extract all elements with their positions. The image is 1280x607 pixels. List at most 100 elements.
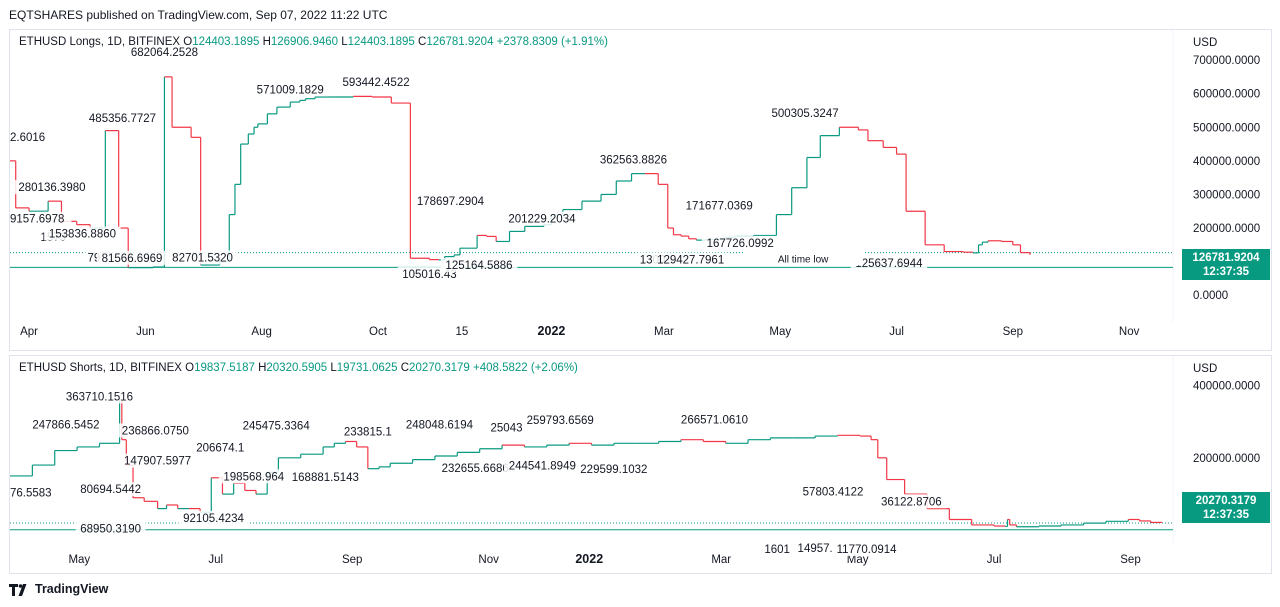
shorts-close: 20270.3179 <box>409 362 470 374</box>
shorts-data-label-bg <box>10 485 59 500</box>
shorts-current-price-tag: 20270.3179 12:37:35 <box>1182 492 1270 523</box>
longs-data-label-bg <box>503 211 581 226</box>
longs-data-label-bg <box>850 256 928 271</box>
longs-data-label: 593442.4522 <box>342 77 409 89</box>
longs-symbol: ETHUSD Longs, 1D, BITFINEX <box>19 36 181 48</box>
longs-data-label-bg <box>13 180 91 195</box>
longs-data-label: 129427.7961 <box>657 255 724 267</box>
shorts-data-label-bg <box>27 417 105 432</box>
longs-x-tick-label: Nov <box>1119 326 1140 338</box>
longs-data-label-bg <box>44 226 121 241</box>
longs-data-label-bg <box>412 194 489 209</box>
shorts-data-label-bg <box>191 440 249 455</box>
longs-high-label: H <box>262 36 271 48</box>
longs-data-label-bg <box>97 250 168 265</box>
longs-data-label: 178697.2904 <box>417 196 485 208</box>
shorts-data-label: 245475.3364 <box>243 420 311 432</box>
shorts-data-label-bg <box>676 412 753 427</box>
longs-x-tick-label: 15 <box>455 326 468 338</box>
shorts-data-label-bg <box>761 541 793 556</box>
shorts-data-label-bg <box>218 469 289 484</box>
longs-data-label-bg <box>337 74 415 89</box>
longs-data-label-bg <box>440 258 518 273</box>
longs-high: 126906.9460 <box>270 36 339 48</box>
shorts-data-label: 247866.5452 <box>32 419 99 431</box>
longs-y-tick-label: 700000.0000 <box>1193 55 1260 67</box>
longs-y-tick-label: 600000.0000 <box>1193 89 1260 101</box>
longs-data-label-bg <box>10 129 52 144</box>
shorts-data-label: 36122.8706 <box>881 496 942 508</box>
longs-chart-pane[interactable]: USD0.0000100000.0000200000.0000300000.00… <box>9 29 1272 351</box>
longs-x-tick-label: Oct <box>369 326 388 338</box>
shorts-currency-label: USD <box>1193 363 1217 375</box>
shorts-x-tick-label: Mar <box>711 554 731 566</box>
tradingview-logo-icon <box>9 583 27 596</box>
shorts-data-label-bg <box>876 494 947 509</box>
shorts-data-label: 244541.8949 <box>509 461 576 473</box>
longs-data-label: 571009.1829 <box>257 84 324 96</box>
shorts-data-label: 232655.6686 <box>442 463 509 475</box>
longs-currency-label: USD <box>1193 37 1217 49</box>
longs-x-tick-label: 2022 <box>538 324 566 338</box>
publisher-caption: EQTSHARES published on TradingView.com, … <box>9 8 388 22</box>
longs-data-label-bg <box>10 211 72 226</box>
longs-low-label: L <box>341 36 348 48</box>
shorts-x-tick-label: May <box>68 554 90 566</box>
shorts-data-label-bg <box>178 510 249 525</box>
shorts-data-label-bg <box>75 482 146 497</box>
shorts-low: 19731.0625 <box>336 362 398 374</box>
shorts-current-time: 12:37:35 <box>1202 509 1250 521</box>
longs-atl-label-bg <box>743 251 864 266</box>
longs-x-tick-label: Jun <box>136 326 155 338</box>
longs-data-label: 485356.7727 <box>89 113 156 125</box>
longs-legend: ETHUSD Longs, 1D, BITFINEX O124403.1895 … <box>19 36 608 48</box>
longs-data-label: 81566.6969 <box>102 253 163 265</box>
shorts-data-label-bg <box>237 418 315 433</box>
shorts-x-tick-label: 2022 <box>575 552 603 566</box>
shorts-data-label: 57803.4122 <box>803 486 864 498</box>
shorts-data-label-bg <box>798 484 869 499</box>
longs-data-label-bg <box>126 45 203 60</box>
shorts-data-label: 80694.5442 <box>80 484 141 496</box>
longs-data-label-bg <box>652 252 729 267</box>
longs-close-label: C <box>418 36 427 48</box>
shorts-low-label: L <box>330 362 337 374</box>
shorts-high-label: H <box>258 362 267 374</box>
shorts-data-label: 206674.1 <box>196 442 244 454</box>
longs-x-tick-label: May <box>769 326 791 338</box>
shorts-chart-svg[interactable]: USD 200000.0000 400000.0000 May Jul Sep Nov 202… <box>10 356 1271 573</box>
shorts-data-label: 14957. <box>798 543 833 555</box>
shorts-x-tick-label: Jul <box>208 554 223 566</box>
shorts-data-label: 147907.5977 <box>124 456 191 468</box>
shorts-data-label: 233815.1 <box>344 427 392 439</box>
longs-data-label: 153836.8860 <box>49 229 116 241</box>
shorts-close-label: C <box>400 362 410 374</box>
shorts-data-label-bg <box>503 458 581 473</box>
shorts-data-label: 1601 <box>764 544 790 556</box>
longs-data-label-bg <box>84 111 161 126</box>
longs-y-tick-label: 500000.0000 <box>1193 122 1260 134</box>
longs-data-label: 171677.0369 <box>686 201 753 213</box>
shorts-data-label: 168881.5143 <box>292 472 359 484</box>
longs-data-label: 125164.5886 <box>445 260 512 272</box>
longs-current-time: 12:37:35 <box>1202 266 1250 278</box>
longs-open-label: O <box>183 36 193 48</box>
shorts-data-label-bg <box>117 423 194 438</box>
shorts-change: +408.5822 (+2.06%) <box>473 362 578 374</box>
shorts-data-label: 198568.964 <box>223 471 284 483</box>
shorts-data-label: 68950.3190 <box>80 523 141 535</box>
longs-data-label: 82701.5320 <box>172 252 233 264</box>
longs-atl-label: All time low <box>778 254 829 265</box>
shorts-y-tick-label: 400000.0000 <box>1193 380 1260 392</box>
longs-x-tick-label: Apr <box>20 326 38 338</box>
shorts-data-label: 236866.0750 <box>122 425 189 437</box>
longs-chart-svg[interactable]: USD0.0000100000.0000200000.0000300000.00… <box>10 30 1271 350</box>
longs-x-tick-label: Aug <box>251 326 271 338</box>
shorts-chart-pane[interactable]: USD 200000.0000 400000.0000 May Jul Sep Nov 202… <box>9 355 1272 574</box>
longs-data-label: 280136.3980 <box>18 182 85 194</box>
longs-x-tick-label: Jul <box>889 326 904 338</box>
shorts-data-label-bg <box>61 389 138 404</box>
longs-y-tick-label: 400000.0000 <box>1193 156 1260 168</box>
shorts-x-tick-label: Sep <box>342 554 362 566</box>
tradingview-brand[interactable]: TradingView <box>9 582 108 596</box>
